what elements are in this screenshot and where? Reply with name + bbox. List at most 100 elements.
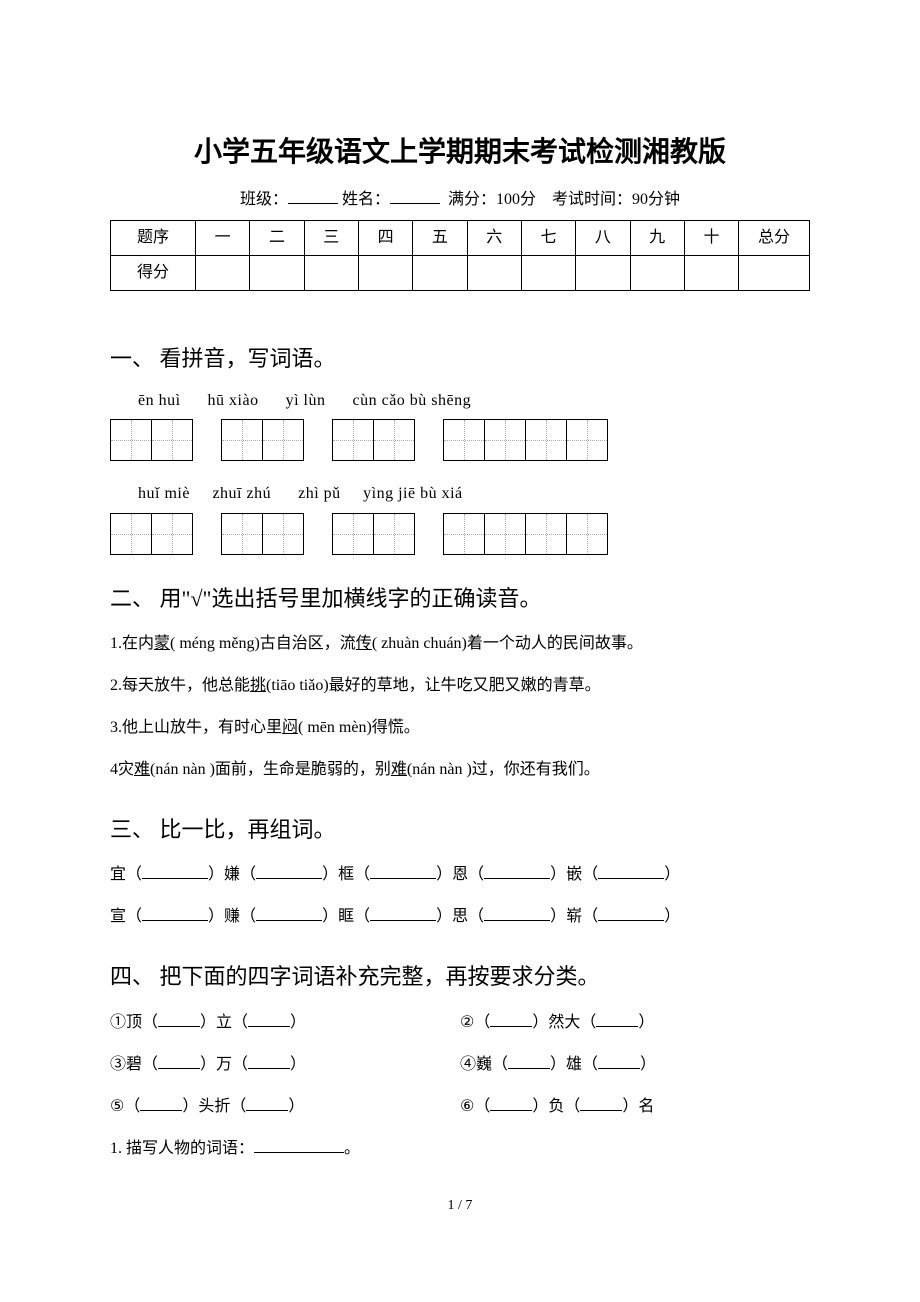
fill-blank[interactable]	[254, 1137, 344, 1153]
q-text: (tiāo tiǎo)最好的草地，让牛吃又肥又嫩的青草。	[266, 677, 601, 694]
item-num: ②	[460, 1014, 474, 1031]
score-cell[interactable]	[196, 255, 250, 290]
row-label: 得分	[111, 255, 196, 290]
item-num: ⑤	[110, 1098, 124, 1115]
fill-blank[interactable]	[484, 863, 550, 879]
q-text: 2.每天放牛，他总能	[110, 677, 250, 694]
item-num: ①	[110, 1014, 126, 1031]
fill-blank[interactable]	[580, 1095, 622, 1111]
score-cell[interactable]	[521, 255, 575, 290]
tianzige-group[interactable]	[221, 513, 304, 555]
item-num: ③	[110, 1056, 126, 1073]
classify-question: 1. 描写人物的词语：。	[110, 1133, 810, 1165]
char: 崭	[566, 908, 582, 925]
t: （	[474, 1098, 490, 1115]
col-header: 五	[413, 221, 467, 256]
page-number: 1 / 7	[110, 1195, 810, 1217]
char: 赚	[224, 908, 240, 925]
fill-blank[interactable]	[490, 1095, 532, 1111]
fill-blank[interactable]	[508, 1053, 550, 1069]
item-num: ④	[460, 1056, 476, 1073]
fill-blank[interactable]	[248, 1011, 290, 1027]
t: ）	[638, 1014, 654, 1031]
name-blank[interactable]	[390, 188, 440, 204]
class-blank[interactable]	[288, 188, 338, 204]
section-heading-3: 三、 比一比，再组词。	[110, 812, 810, 847]
row-label: 题序	[111, 221, 196, 256]
tianzige-group[interactable]	[443, 419, 608, 461]
question-item: 3.他上山放牛，有时心里闷( mēn mèn)得慌。	[110, 712, 810, 744]
fill-blank[interactable]	[158, 1011, 200, 1027]
fill-blank[interactable]	[598, 905, 664, 921]
char: 宜	[110, 866, 126, 883]
section-heading-4: 四、 把下面的四字词语补充完整，再按要求分类。	[110, 959, 810, 994]
score-cell[interactable]	[304, 255, 358, 290]
fill-blank[interactable]	[598, 1053, 640, 1069]
fill-blank[interactable]	[370, 863, 436, 879]
col-header: 八	[576, 221, 630, 256]
tianzige-group[interactable]	[110, 513, 193, 555]
t: ）雄（	[550, 1056, 598, 1073]
char: 眶	[338, 908, 354, 925]
tianzige-group[interactable]	[332, 419, 415, 461]
pinyin-item: yì lùn	[286, 392, 326, 409]
item-num: ⑥	[460, 1098, 474, 1115]
question-item: 4灾难(nán nàn )面前，生命是脆弱的，别难(nán nàn )过，你还有…	[110, 754, 810, 786]
section-heading-2: 二、 用"√"选出括号里加横线字的正确读音。	[110, 581, 810, 616]
pinyin-item: hū xiào	[208, 392, 259, 409]
fill-blank[interactable]	[248, 1053, 290, 1069]
fill-blank[interactable]	[246, 1095, 288, 1111]
t: ）名	[622, 1098, 654, 1115]
pinyin-item: huǐ miè	[138, 485, 190, 502]
section-heading-1: 一、 看拼音，写词语。	[110, 341, 810, 376]
t: ）	[290, 1014, 306, 1031]
duration-label: 考试时间：90分钟	[552, 191, 680, 208]
score-cell[interactable]	[739, 255, 810, 290]
col-header: 十	[684, 221, 738, 256]
score-cell[interactable]	[358, 255, 412, 290]
score-cell[interactable]	[684, 255, 738, 290]
t: ）	[288, 1098, 304, 1115]
fill-blank[interactable]	[256, 905, 322, 921]
t: （	[124, 1098, 140, 1115]
score-cell[interactable]	[467, 255, 521, 290]
score-cell[interactable]	[250, 255, 304, 290]
document-title: 小学五年级语文上学期期末考试检测湘教版	[110, 130, 810, 175]
pinyin-row: huǐ miè zhuī zhú zhì pǔ yìng jiē bù xiá	[138, 481, 810, 507]
tianzige-group[interactable]	[443, 513, 608, 555]
fill-blank[interactable]	[142, 863, 208, 879]
q-text: (nán nàn )面前，生命是脆弱的，别	[150, 761, 391, 778]
fill-blank[interactable]	[142, 905, 208, 921]
fill-blank[interactable]	[484, 905, 550, 921]
fullmarks-label: 满分：100分	[448, 191, 536, 208]
char: 思	[452, 908, 468, 925]
fill-blank[interactable]	[140, 1095, 182, 1111]
underlined-char: 闷	[282, 719, 298, 736]
char: 宣	[110, 908, 126, 925]
q-text: 1.在内	[110, 635, 154, 652]
t: ）负（	[532, 1098, 580, 1115]
idiom-row: ⑤（）头折（） ⑥（）负（）名	[110, 1091, 810, 1123]
char: 恩	[452, 866, 468, 883]
fill-blank[interactable]	[598, 863, 664, 879]
t: （	[474, 1014, 490, 1031]
fill-blank[interactable]	[256, 863, 322, 879]
q-text: ( méng měng)古自治区，流	[170, 635, 356, 652]
tianzige-group[interactable]	[110, 419, 193, 461]
underlined-char: 蒙	[154, 635, 170, 652]
fill-blank[interactable]	[596, 1011, 638, 1027]
fill-blank[interactable]	[370, 905, 436, 921]
col-header: 七	[521, 221, 575, 256]
char: 框	[338, 866, 354, 883]
pinyin-item: yìng jiē bù xiá	[363, 485, 462, 502]
underlined-char: 挑	[250, 677, 266, 694]
tianzige-group[interactable]	[332, 513, 415, 555]
tianzige-group[interactable]	[221, 419, 304, 461]
underlined-char: 难	[391, 761, 407, 778]
score-cell[interactable]	[413, 255, 467, 290]
t: ）	[290, 1056, 306, 1073]
fill-blank[interactable]	[490, 1011, 532, 1027]
fill-blank[interactable]	[158, 1053, 200, 1069]
score-cell[interactable]	[630, 255, 684, 290]
score-cell[interactable]	[576, 255, 630, 290]
